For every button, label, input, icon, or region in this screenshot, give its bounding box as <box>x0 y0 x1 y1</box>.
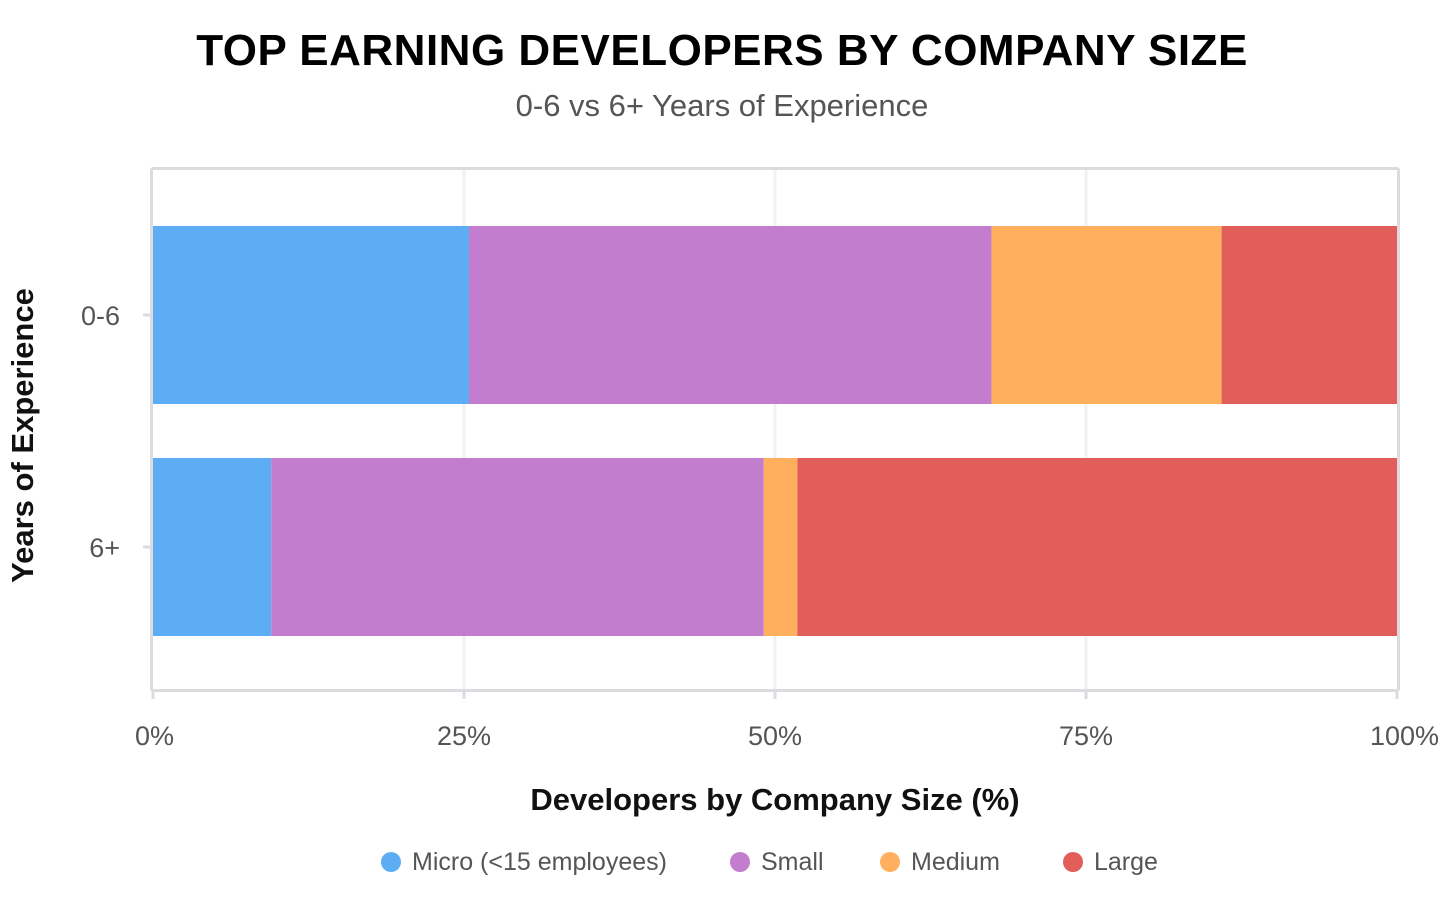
x-tick-label: 25% <box>437 721 491 751</box>
legend-label-large: Large <box>1094 847 1158 876</box>
legend-item-small: Small <box>730 844 824 880</box>
bar-segment-06-3 <box>1221 226 1397 404</box>
x-tick-label: 100% <box>1370 721 1439 751</box>
bar-segment-6-0 <box>153 458 272 636</box>
bar-segment-6-1 <box>271 458 764 636</box>
x-tick-label: 50% <box>748 721 802 751</box>
bar-segment-6-3 <box>797 458 1397 636</box>
bar-segment-06-2 <box>991 226 1222 404</box>
legend-label-small: Small <box>761 847 824 876</box>
legend-swatch-medium <box>880 852 900 872</box>
y-axis-title: Years of Experience <box>5 288 40 583</box>
x-axis-title: Developers by Company Size (%) <box>530 782 1019 817</box>
legend-item-micro: Micro (<15 employees) <box>381 844 667 880</box>
legend-label-micro: Micro (<15 employees) <box>412 847 667 876</box>
legend-item-large: Large <box>1063 844 1158 880</box>
legend-swatch-micro <box>381 852 401 872</box>
y-tick-label: 6+ <box>89 533 120 563</box>
bar-segment-06-1 <box>468 226 992 404</box>
y-tick-label: 0-6 <box>81 301 120 331</box>
x-tick-label: 0% <box>135 721 174 751</box>
legend: Micro (<15 employees) Small Medium Large <box>0 844 1444 880</box>
legend-item-medium: Medium <box>880 844 1000 880</box>
bar-segment-6-2 <box>763 458 798 636</box>
legend-swatch-small <box>730 852 750 872</box>
x-tick-label: 75% <box>1059 721 1113 751</box>
legend-label-medium: Medium <box>911 847 1000 876</box>
legend-swatch-large <box>1063 852 1083 872</box>
chart-subtitle: 0-6 vs 6+ Years of Experience <box>515 88 929 123</box>
chart-title: TOP EARNING DEVELOPERS BY COMPANY SIZE <box>196 26 1248 75</box>
bar-segment-06-0 <box>153 226 469 404</box>
